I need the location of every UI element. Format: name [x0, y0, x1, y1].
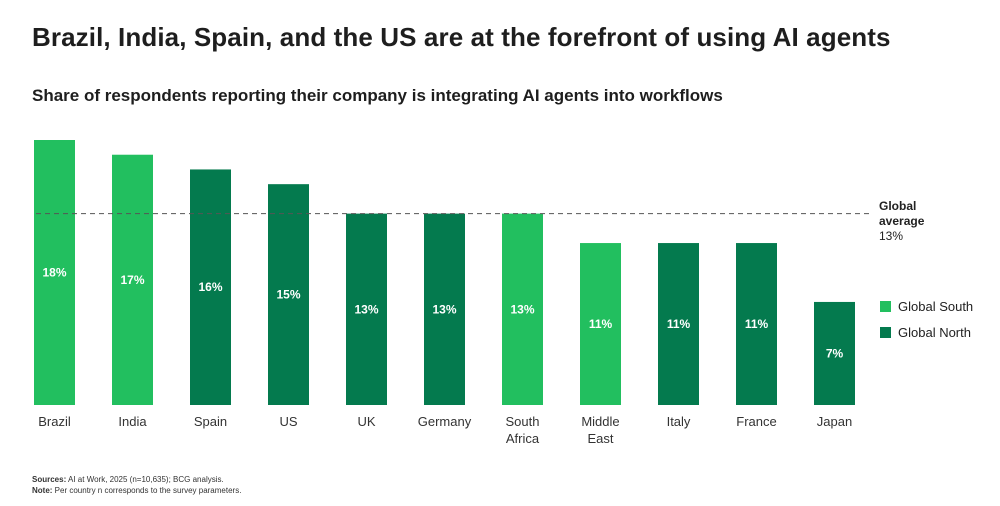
category-label-japan: Japan [817, 414, 852, 429]
value-label-india: 17% [120, 273, 144, 287]
category-label-middle-east: Middle [581, 414, 619, 429]
note-line: Note: Per country n corresponds to the s… [32, 485, 241, 496]
sources-label: Sources: [32, 475, 67, 484]
chart-subtitle: Share of respondents reporting their com… [32, 86, 723, 105]
bar-middle-east [580, 243, 621, 405]
bar-us [268, 184, 309, 405]
legend-label-global-south: Global South [898, 299, 973, 314]
value-label-middle-east: 11% [589, 317, 613, 331]
category-label-south-africa: South [506, 414, 540, 429]
global-average-label: 13% [879, 229, 903, 243]
bar-india [112, 154, 153, 405]
bar-uk [346, 213, 387, 405]
bar-brazil [34, 140, 75, 405]
labels-layer: 18% Brazil 17% India 16% Spain 15% US 13% UK 13% Ge… [38, 199, 924, 446]
bar-chart: 18% Brazil 17% India 16% Spain 15% US 13% UK 13% Ge… [34, 140, 973, 446]
category-label-south-africa: Africa [506, 431, 540, 446]
value-label-brazil: 18% [42, 266, 66, 280]
value-label-italy: 11% [667, 317, 691, 331]
bar-japan [814, 301, 855, 405]
legend-label-global-north: Global North [898, 325, 971, 340]
category-label-germany: Germany [418, 414, 472, 429]
value-label-france: 11% [745, 317, 769, 331]
note-label: Note: [32, 486, 53, 495]
value-label-us: 15% [276, 288, 300, 302]
category-label-middle-east: East [587, 431, 613, 446]
category-label-brazil: Brazil [38, 414, 71, 429]
category-label-us: US [279, 414, 297, 429]
sources-text: AI at Work, 2025 (n=10,635); BCG analysi… [66, 475, 224, 484]
value-label-uk: 13% [354, 302, 378, 316]
legend: Global South Global North [880, 299, 973, 340]
value-label-germany: 13% [432, 302, 456, 316]
legend-swatch-global-north [880, 327, 891, 338]
note-text: Per country n corresponds to the survey … [52, 486, 242, 495]
sources-line: Sources: AI at Work, 2025 (n=10,635); BC… [32, 474, 241, 485]
footnotes: Sources: AI at Work, 2025 (n=10,635); BC… [32, 474, 241, 496]
global-average-label: average [879, 214, 925, 228]
bar-france [736, 243, 777, 405]
bar-germany [424, 213, 465, 405]
global-average-label: Global [879, 199, 916, 213]
bar-spain [190, 169, 231, 405]
bars-layer [34, 140, 855, 405]
category-label-italy: Italy [667, 414, 691, 429]
category-label-uk: UK [357, 414, 375, 429]
chart-title: Brazil, India, Spain, and the US are at … [32, 22, 891, 52]
legend-swatch-global-south [880, 301, 891, 312]
category-label-spain: Spain [194, 414, 227, 429]
bar-italy [658, 243, 699, 405]
category-label-france: France [736, 414, 776, 429]
value-label-south-africa: 13% [510, 302, 534, 316]
value-label-japan: 7% [826, 346, 844, 360]
value-label-spain: 16% [198, 280, 222, 294]
category-label-india: India [118, 414, 147, 429]
bar-south-africa [502, 213, 543, 405]
